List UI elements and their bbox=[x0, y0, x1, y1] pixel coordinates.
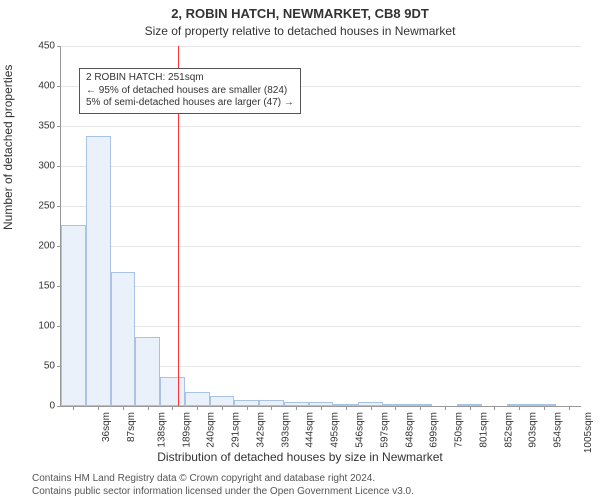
footer-line-2: Contains public sector information licen… bbox=[32, 486, 592, 499]
y-tick-label: 150 bbox=[38, 281, 55, 292]
x-tick bbox=[98, 406, 99, 410]
y-tick bbox=[57, 46, 61, 47]
y-tick bbox=[57, 166, 61, 167]
gridline bbox=[61, 326, 581, 327]
annotation-line: ← 95% of detached houses are smaller (82… bbox=[86, 85, 294, 98]
annotation-box: 2 ROBIN HATCH: 251sqm← 95% of detached h… bbox=[79, 68, 301, 114]
y-tick bbox=[57, 206, 61, 207]
gridline bbox=[61, 46, 581, 47]
x-tick bbox=[569, 406, 570, 410]
histogram-bar bbox=[358, 402, 383, 406]
x-tick-label: 189sqm bbox=[181, 412, 192, 448]
x-tick-label: 954sqm bbox=[553, 412, 564, 448]
histogram-bar bbox=[210, 396, 235, 406]
x-tick-label: 852sqm bbox=[503, 412, 514, 448]
gridline bbox=[61, 126, 581, 127]
y-tick-label: 450 bbox=[38, 41, 55, 52]
x-tick bbox=[271, 406, 272, 410]
x-tick-label: 597sqm bbox=[379, 412, 390, 448]
histogram-bar bbox=[383, 404, 408, 406]
y-tick bbox=[57, 406, 61, 407]
histogram-bar bbox=[531, 404, 556, 406]
x-axis-label: Distribution of detached houses by size … bbox=[0, 450, 600, 464]
annotation-line: 5% of semi-detached houses are larger (4… bbox=[86, 97, 294, 110]
y-axis-label: Number of detached properties bbox=[1, 65, 15, 230]
x-tick bbox=[222, 406, 223, 410]
histogram-bar bbox=[185, 392, 210, 406]
y-tick-label: 50 bbox=[44, 361, 55, 372]
x-tick bbox=[346, 406, 347, 410]
x-tick-label: 36sqm bbox=[101, 412, 112, 442]
histogram-bar bbox=[234, 400, 259, 406]
y-tick-label: 100 bbox=[38, 321, 55, 332]
x-tick-label: 699sqm bbox=[429, 412, 440, 448]
histogram-bar bbox=[61, 225, 86, 406]
y-tick bbox=[57, 126, 61, 127]
y-tick-label: 0 bbox=[49, 401, 55, 412]
y-tick-label: 400 bbox=[38, 81, 55, 92]
y-tick-label: 200 bbox=[38, 241, 55, 252]
histogram-bar bbox=[333, 404, 358, 406]
x-tick bbox=[544, 406, 545, 410]
x-tick-label: 546sqm bbox=[355, 412, 366, 448]
x-tick-label: 291sqm bbox=[231, 412, 242, 448]
x-tick bbox=[519, 406, 520, 410]
x-tick-label: 750sqm bbox=[454, 412, 465, 448]
histogram-bar bbox=[135, 337, 160, 406]
x-tick bbox=[371, 406, 372, 410]
x-tick-label: 903sqm bbox=[528, 412, 539, 448]
gridline bbox=[61, 206, 581, 207]
y-tick-label: 350 bbox=[38, 121, 55, 132]
x-tick-label: 648sqm bbox=[404, 412, 415, 448]
x-tick bbox=[123, 406, 124, 410]
histogram-bar bbox=[507, 404, 532, 406]
x-tick bbox=[197, 406, 198, 410]
x-tick bbox=[494, 406, 495, 410]
y-tick bbox=[57, 86, 61, 87]
histogram-bar bbox=[284, 402, 309, 406]
y-tick-label: 300 bbox=[38, 161, 55, 172]
chart-container: 2, ROBIN HATCH, NEWMARKET, CB8 9DT Size … bbox=[0, 0, 600, 500]
histogram-bar bbox=[86, 136, 111, 406]
x-tick bbox=[445, 406, 446, 410]
x-tick-label: 495sqm bbox=[330, 412, 341, 448]
gridline bbox=[61, 246, 581, 247]
histogram-bar bbox=[111, 272, 136, 406]
chart-title-main: 2, ROBIN HATCH, NEWMARKET, CB8 9DT bbox=[0, 6, 600, 21]
x-tick bbox=[321, 406, 322, 410]
x-tick-label: 444sqm bbox=[305, 412, 316, 448]
x-tick bbox=[395, 406, 396, 410]
x-tick bbox=[247, 406, 248, 410]
histogram-bar bbox=[309, 402, 334, 406]
footer-attribution: Contains HM Land Registry data © Crown c… bbox=[32, 473, 592, 498]
y-tick-label: 250 bbox=[38, 201, 55, 212]
x-tick bbox=[420, 406, 421, 410]
x-tick bbox=[172, 406, 173, 410]
x-tick-label: 342sqm bbox=[256, 412, 267, 448]
x-tick bbox=[296, 406, 297, 410]
x-tick-label: 1005sqm bbox=[583, 412, 594, 453]
histogram-bar bbox=[457, 404, 482, 406]
chart-title-sub: Size of property relative to detached ho… bbox=[0, 24, 600, 38]
annotation-line: 2 ROBIN HATCH: 251sqm bbox=[86, 72, 294, 85]
footer-line-1: Contains HM Land Registry data © Crown c… bbox=[32, 473, 592, 486]
x-tick-label: 138sqm bbox=[156, 412, 167, 448]
gridline bbox=[61, 166, 581, 167]
x-tick-label: 87sqm bbox=[126, 412, 137, 442]
x-tick-label: 240sqm bbox=[206, 412, 217, 448]
histogram-bar bbox=[160, 377, 185, 406]
x-tick-label: 393sqm bbox=[280, 412, 291, 448]
histogram-bar bbox=[259, 400, 284, 406]
histogram-bar bbox=[408, 404, 433, 406]
gridline bbox=[61, 286, 581, 287]
plot-area: 05010015020025030035040045036sqm87sqm138… bbox=[60, 46, 581, 407]
x-tick bbox=[470, 406, 471, 410]
x-tick-label: 801sqm bbox=[478, 412, 489, 448]
x-tick bbox=[148, 406, 149, 410]
x-tick bbox=[73, 406, 74, 410]
